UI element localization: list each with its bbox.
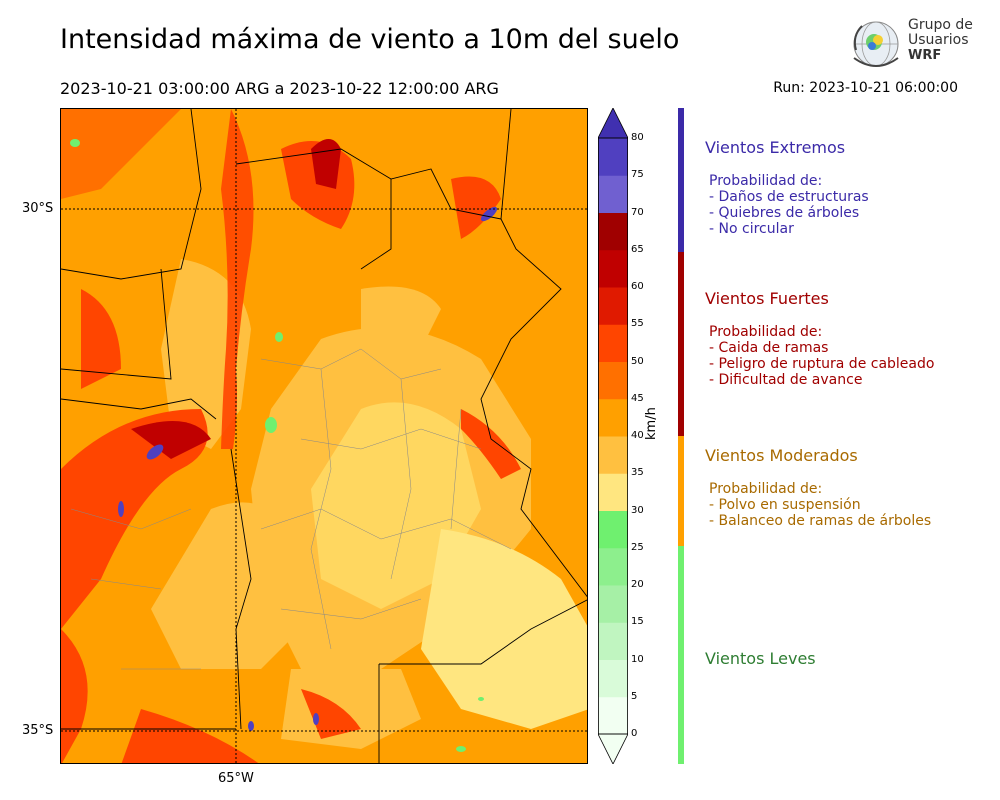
wind-speed-map [60,108,588,764]
strong-category-bar [678,252,684,436]
colorbar-tick-label: 20 [631,579,644,590]
colorbar-swatch-55 [598,287,628,325]
colorbar-tick-label: 70 [631,206,644,218]
colorbar-tick-label: 10 [631,653,644,665]
wind-field [61,109,587,763]
light-category-bar [678,546,684,764]
colorbar-tick-label: 0 [631,728,638,739]
colorbar-swatch-5 [598,659,628,698]
colorbar-tick-label: 50 [631,355,644,367]
colorbar-swatch-65 [598,212,628,251]
lat-label-35s: 35°S [22,723,54,738]
logo-line-2: Usuarios [908,32,969,48]
colorbar-tick-label: 75 [631,169,644,181]
colorbar-swatch-50 [598,324,628,362]
desc-line: - Quiebres de árboles [709,205,860,221]
desc-line: - Polvo en suspensión [709,497,861,513]
colorbar-unit: km/h [644,407,659,440]
moderate-category-bar [678,436,684,546]
colorbar-bottom-triangle [597,733,629,765]
desc-line: Probabilidad de: [709,324,823,340]
colorbar-tick-label: 25 [631,541,644,553]
moderate-category-title: Vientos Moderados [705,446,858,465]
colorbar [597,107,629,765]
desc-line: Probabilidad de: [709,481,823,497]
colorbar-swatch-40 [598,398,628,437]
desc-line: - Daños de estructuras [709,189,869,205]
strong-category-title: Vientos Fuertes [705,289,829,308]
extreme-category-bar [678,108,684,252]
desc-line: Probabilidad de: [709,173,823,189]
colorbar-swatch-25 [598,510,628,549]
light-category-title: Vientos Leves [705,649,816,668]
colorbar-tick-label: 80 [631,132,644,143]
desc-line: - Caida de ramas [709,340,829,356]
colorbar-swatches [597,107,629,765]
colorbar-swatch-20 [598,547,628,586]
lon-label-65w: 65°W [218,771,254,786]
colorbar-tick-label: 60 [631,281,644,292]
colorbar-swatch-45 [598,361,628,400]
colorbar-tick-label: 40 [631,430,644,441]
map-title: Intensidad máxima de viento a 10m del su… [60,24,680,55]
colorbar-swatch-60 [598,249,628,288]
desc-line: - Balanceo de ramas de árboles [709,513,932,529]
colorbar-tick-label: 15 [631,616,644,628]
extreme-category-desc: Probabilidad de: - Daños de estructuras … [709,173,869,237]
run-timestamp: Run: 2023-10-21 06:00:00 [773,80,958,96]
wrf-logo: Grupo de Usuarios WRF [848,16,978,74]
colorbar-swatch-15 [598,585,628,623]
desc-line: - No circular [709,221,794,237]
colorbar-swatch-30 [598,473,628,511]
colorbar-tick-label: 30 [631,504,644,516]
colorbar-frame [598,137,629,735]
colorbar-tick-label: 35 [631,467,644,479]
logo-line-1: Grupo de [908,17,973,33]
moderate-category-desc: Probabilidad de: - Polvo en suspensión -… [709,481,931,529]
colorbar-swatch-70 [598,175,628,213]
date-range: 2023-10-21 03:00:00 ARG a 2023-10-22 12:… [60,79,499,98]
desc-line: - Peligro de ruptura de cableado [709,356,935,372]
strong-category-desc: Probabilidad de: - Caida de ramas - Peli… [709,324,934,388]
colorbar-tick-label: 5 [631,690,638,702]
colorbar-swatch-0 [598,696,628,735]
logo-line-3: WRF [908,48,942,63]
extreme-category-title: Vientos Extremos [705,138,846,157]
globe-radar-icon [853,21,899,67]
desc-line: - Dificultad de avance [709,372,863,388]
colorbar-tick-label: 45 [631,392,644,404]
colorbar-swatch-10 [598,622,628,660]
colorbar-top-triangle [597,107,629,139]
colorbar-tick-label: 65 [631,243,644,255]
lat-label-30s: 30°S [22,201,54,216]
colorbar-tick-label: 55 [631,318,644,330]
colorbar-swatch-35 [598,436,628,474]
colorbar-swatch-75 [598,138,628,176]
